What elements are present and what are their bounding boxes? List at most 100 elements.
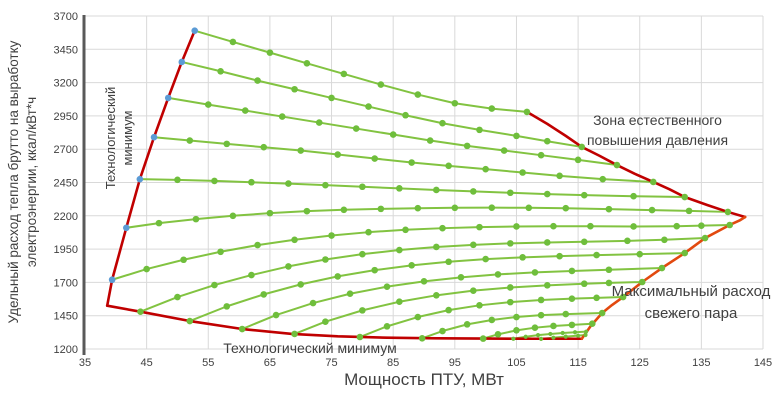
data-point [488, 316, 496, 324]
data-point [479, 335, 487, 342]
data-point [433, 292, 440, 299]
data-point [463, 142, 471, 150]
data-point [155, 219, 163, 227]
data-point [204, 101, 212, 108]
data-point [278, 113, 286, 120]
x-tick-label: 135 [692, 357, 710, 369]
data-point [580, 191, 588, 199]
data-point [681, 249, 689, 257]
annotation-natural-pressure-zone: Зона естественного повышения давления [586, 112, 729, 148]
data-point [414, 91, 422, 98]
data-point [556, 252, 563, 260]
data-point [241, 107, 249, 114]
data-point [470, 241, 477, 249]
data-point [291, 85, 298, 93]
data-point [383, 283, 391, 290]
data-point [433, 186, 440, 194]
x-tick-label: 55 [202, 357, 214, 369]
regime-curve-7 [111, 223, 731, 281]
data-point [470, 188, 477, 195]
x-tick-label: 45 [141, 357, 153, 369]
data-point [568, 267, 576, 275]
data-point [377, 81, 385, 88]
data-point [726, 221, 734, 229]
data-point [523, 108, 531, 116]
tech-minimum-left-line [105, 29, 197, 308]
x-tick-label: 85 [387, 357, 399, 369]
data-point [580, 238, 588, 246]
data-point [506, 284, 514, 291]
regime-curve-2 [180, 60, 583, 148]
regime-curve-12 [358, 296, 625, 339]
data-point [681, 193, 689, 201]
data-point [260, 143, 268, 151]
data-point [605, 279, 613, 287]
y-axis-title: Удельный расход тепла брутто на выработк… [5, 7, 43, 357]
data-point [572, 330, 578, 335]
data-point [254, 241, 261, 249]
data-point [371, 266, 378, 274]
data-point [583, 332, 588, 338]
data-point [223, 303, 231, 310]
data-point [551, 335, 556, 340]
data-point [418, 335, 426, 342]
data-point [574, 156, 582, 164]
y-tick-label: 3200 [54, 78, 78, 90]
data-point [238, 325, 246, 333]
data-point [506, 240, 514, 247]
data-point [500, 147, 508, 154]
regime-curve-6 [125, 206, 729, 229]
y-tick-label: 1200 [54, 344, 78, 356]
data-point [322, 181, 329, 189]
y-axis-title-line1: Удельный расход тепла брутто на выработк… [6, 40, 21, 324]
data-point [476, 302, 483, 309]
data-point [297, 281, 305, 288]
data-point [539, 336, 544, 341]
data-point [377, 205, 385, 213]
y-tick-label: 1450 [54, 311, 78, 323]
tech-minimum-bottom-line [105, 304, 584, 341]
start-data-point [191, 27, 199, 34]
data-point [402, 111, 409, 119]
data-point [476, 223, 483, 231]
data-point [476, 126, 483, 134]
data-point [186, 137, 194, 144]
data-point [560, 330, 565, 336]
start-data-point [178, 58, 186, 66]
data-point [248, 271, 255, 279]
start-data-point [122, 224, 130, 232]
data-point [537, 296, 545, 304]
data-point [414, 204, 422, 212]
data-point [513, 327, 520, 334]
data-point [334, 273, 342, 280]
data-point [513, 223, 520, 230]
data-point [143, 265, 150, 273]
data-point [488, 105, 496, 112]
data-point [580, 280, 588, 288]
data-point [636, 250, 644, 258]
data-point [229, 212, 237, 220]
data-point [513, 313, 520, 321]
data-point [359, 250, 366, 258]
data-point [229, 38, 237, 46]
data-point [537, 311, 545, 319]
data-point [266, 49, 274, 56]
data-point [445, 306, 452, 314]
data-point [408, 262, 415, 269]
data-point [568, 295, 576, 302]
data-point [328, 94, 335, 102]
data-point [673, 222, 681, 230]
natural-pressure-rise-line [525, 110, 747, 219]
data-point [630, 223, 637, 230]
data-point [315, 119, 323, 126]
x-tick-label: 65 [264, 357, 276, 369]
data-point [445, 258, 452, 266]
data-point [359, 183, 366, 191]
data-point [223, 140, 231, 148]
data-point [303, 59, 311, 67]
data-point [630, 192, 637, 200]
data-point [661, 236, 668, 244]
data-point [531, 324, 539, 331]
data-point [525, 204, 533, 212]
